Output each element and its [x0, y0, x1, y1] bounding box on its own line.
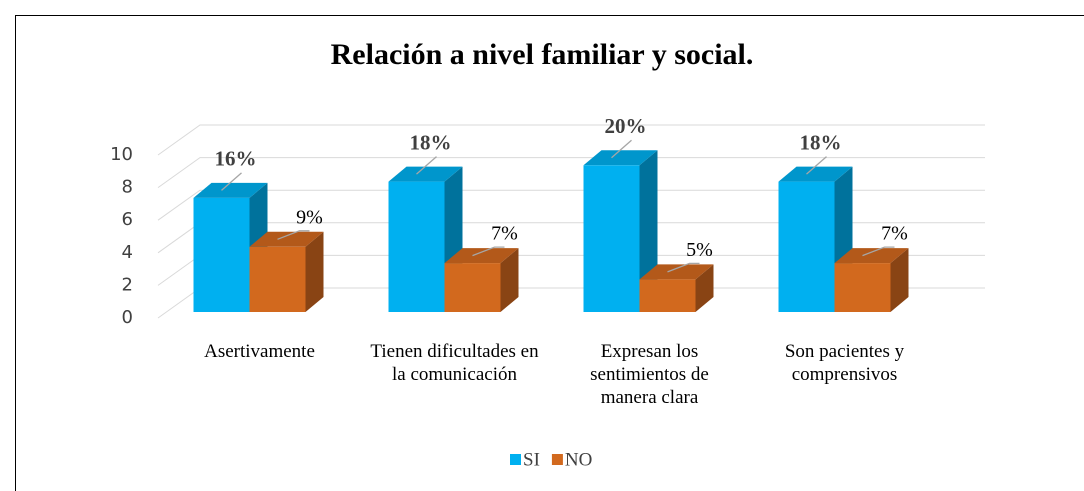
chart-title: Relación a nivel familiar y social.	[331, 38, 754, 71]
x-tick-label: Asertivamente	[204, 341, 315, 362]
bar	[193, 197, 250, 312]
chart-border	[15, 15, 1084, 491]
bar-side	[695, 264, 714, 312]
bar-side	[890, 248, 909, 312]
value-label: 20%	[605, 114, 647, 138]
value-label: 18%	[800, 130, 842, 154]
x-tick-label: Son pacientes y comprensivos	[784, 341, 905, 385]
bar-top	[639, 264, 714, 280]
bar	[583, 165, 640, 312]
leader-line	[221, 172, 242, 191]
bar	[388, 181, 445, 312]
grid-line	[157, 157, 985, 189]
bar	[834, 263, 891, 312]
leader-line	[667, 262, 700, 273]
y-tick-label: 2	[122, 274, 133, 295]
leader-line	[611, 139, 632, 159]
y-tick-label: 6	[122, 209, 133, 230]
value-label: 7%	[881, 223, 908, 245]
value-label: 16%	[215, 147, 257, 171]
bar-top	[249, 231, 324, 247]
value-label: 9%	[296, 206, 323, 228]
bar	[249, 246, 306, 312]
leader-line	[862, 246, 895, 257]
bar-top	[388, 166, 463, 182]
leader-line	[416, 156, 437, 175]
y-tick-label: 8	[122, 177, 133, 198]
legend-label: SI	[523, 449, 540, 470]
bar	[444, 263, 501, 312]
value-label: 7%	[491, 223, 518, 245]
bar-top	[583, 150, 658, 166]
value-label: 5%	[686, 239, 713, 261]
legend-swatch	[551, 454, 563, 465]
value-label: 18%	[410, 130, 452, 154]
bar	[778, 181, 835, 312]
leader-line	[277, 230, 310, 240]
leader-line	[806, 156, 827, 175]
bar-top	[778, 166, 853, 182]
bar-top	[444, 248, 519, 264]
legend-swatch	[510, 454, 521, 465]
bar-top	[834, 248, 909, 264]
bar-side	[500, 248, 519, 312]
x-tick-label: Expresan los sentimientos de manera clar…	[590, 341, 709, 408]
y-tick-label: 10	[110, 144, 133, 165]
bar-side	[305, 231, 324, 312]
grid-line	[157, 189, 985, 221]
y-tick-label: 0	[122, 307, 133, 328]
bar-top	[193, 182, 268, 198]
x-tick-label: Tienen dificultades en la comunicación	[370, 341, 539, 385]
legend-label: NO	[565, 449, 592, 470]
grid-line	[157, 124, 985, 156]
y-tick-label: 4	[122, 242, 133, 263]
bar	[639, 279, 696, 312]
leader-line	[472, 246, 505, 257]
